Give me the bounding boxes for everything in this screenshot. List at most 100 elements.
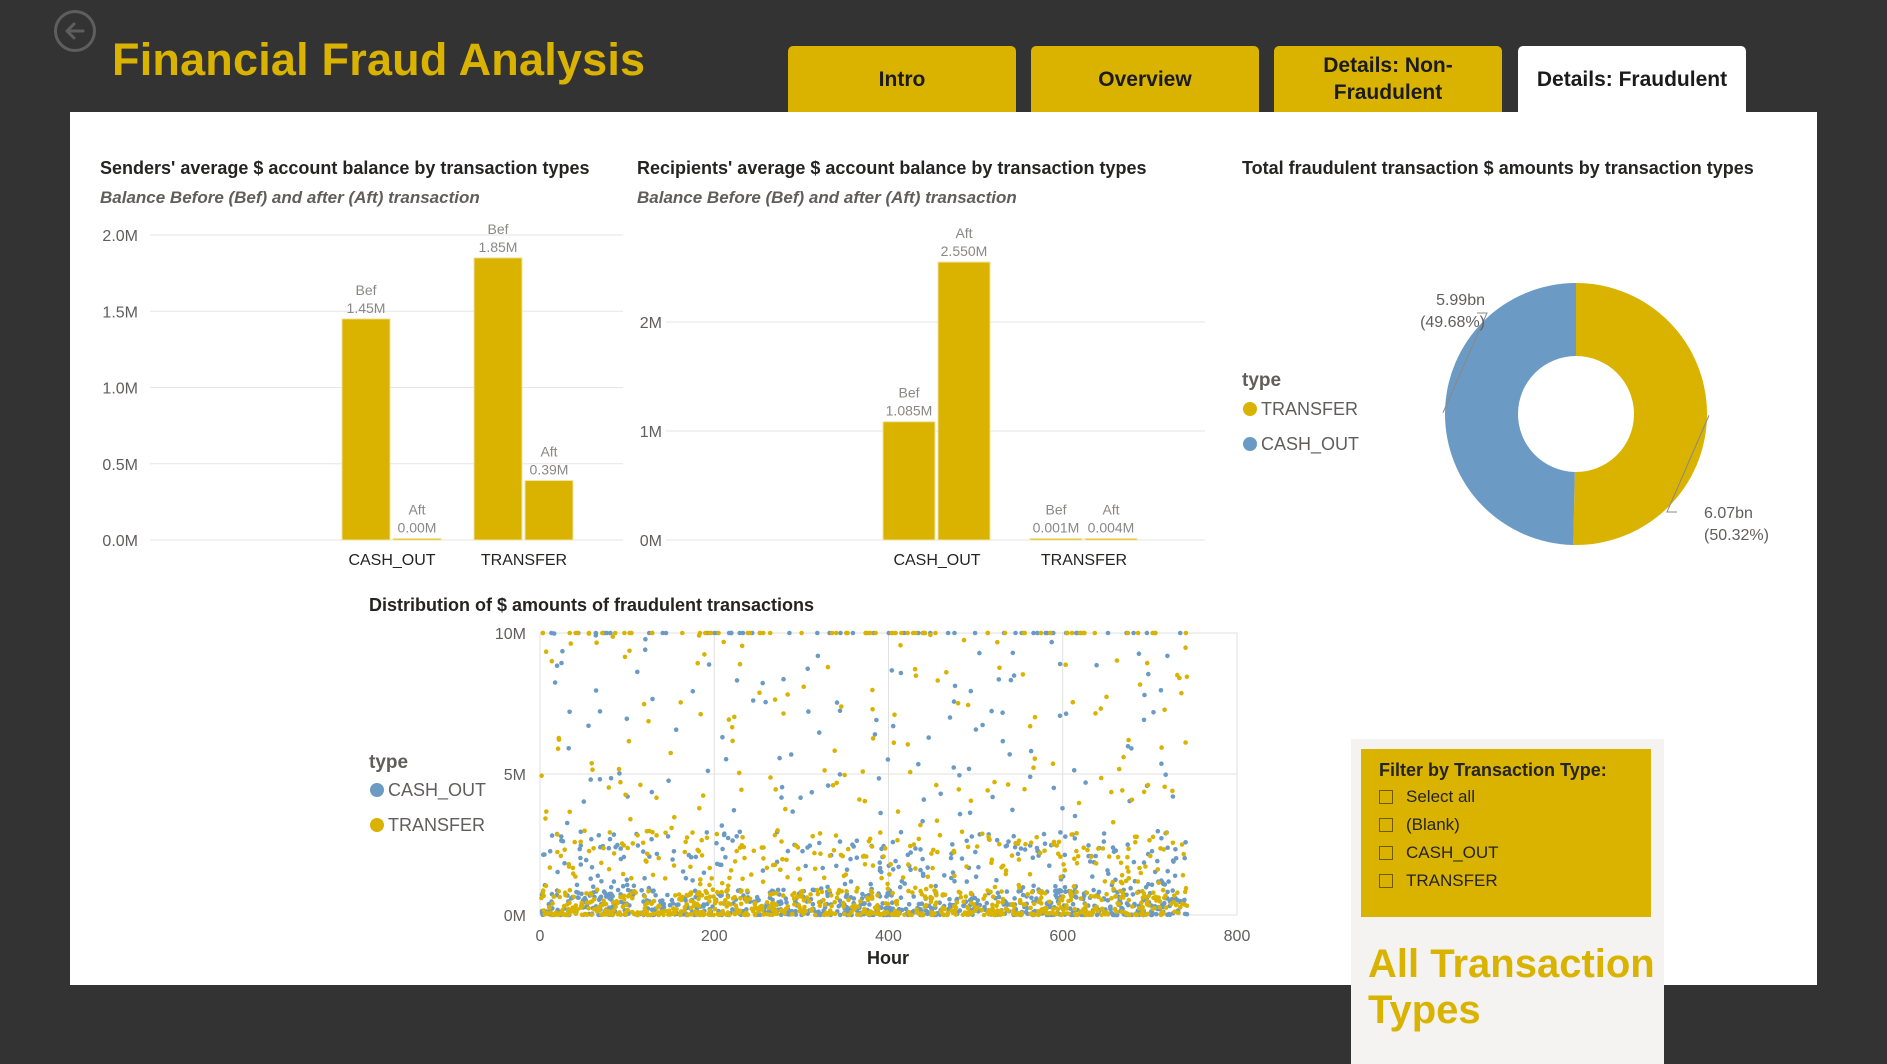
scatter-point [740,835,745,840]
checkbox-icon[interactable] [1379,790,1393,804]
slicer-option-blank[interactable]: (Blank) [1379,813,1460,837]
scatter-point [789,911,795,917]
legend-item-cash-out[interactable]: CASH_OUT [388,780,486,801]
scatter-point [848,879,854,884]
data-label: 2.550M [941,243,988,259]
recipients-balance-chart[interactable]: Recipients' average $ account balance by… [637,158,1205,569]
scatter-point [952,878,957,884]
scatter-point [739,787,744,793]
pie-slice[interactable] [1445,283,1576,545]
legend-item-cash-out[interactable]: CASH_OUT [1261,434,1359,455]
slicer-option-transfer[interactable]: TRANSFER [1379,869,1498,893]
tab-details-fraudulent[interactable]: Details: Fraudulent [1518,46,1746,112]
scatter-point [635,843,641,848]
scatter-point [975,905,981,910]
bar[interactable] [524,480,574,541]
bar[interactable] [1084,538,1138,541]
scatter-point [712,906,718,912]
scatter-point [774,911,780,917]
scatter-point [1096,889,1102,895]
scatter-point [1034,845,1040,851]
fraud-amount-donut-chart[interactable]: Total fraudulent transaction $ amounts b… [1242,158,1769,545]
scatter-point [779,908,785,913]
pie-slice[interactable] [1573,283,1707,545]
scatter-point [745,888,750,893]
scatter-point [1146,881,1151,887]
scatter-point [888,861,893,867]
scatter-point [1060,806,1065,811]
scatter-point [1130,892,1136,897]
scatter-point [695,847,700,853]
scatter-point [917,906,923,912]
slice-percent-label: (49.68%) [1420,314,1485,331]
scatter-point [964,879,970,884]
scatter-point [893,858,898,864]
scatter-point [624,882,630,888]
scatter-point [726,901,731,906]
checkbox-icon[interactable] [1379,818,1393,832]
scatter-point [796,866,801,871]
scatter-point [920,630,925,636]
scatter-point [900,875,906,880]
scatter-point [707,899,712,904]
scatter-point [1034,834,1039,840]
legend-item-transfer[interactable]: TRANSFER [1261,399,1358,419]
bar[interactable] [937,261,991,541]
scatter-point [645,851,650,857]
scatter-point [647,828,652,834]
scatter-point [567,709,572,715]
scatter-point [654,851,660,857]
scatter-point [606,785,612,790]
legend-item-transfer[interactable]: TRANSFER [388,815,485,835]
scatter-point [862,798,868,804]
bar[interactable] [341,318,391,541]
checkbox-icon[interactable] [1379,874,1393,888]
scatter-point [1088,854,1094,859]
tab-details-non-fraudulent[interactable]: Details: Non-Fraudulent [1274,46,1502,112]
bar[interactable] [882,421,936,541]
scatter-point [950,910,956,916]
back-button[interactable] [54,10,96,52]
checkbox-icon[interactable] [1379,846,1393,860]
scatter-point [623,910,628,916]
scatter-point [933,889,938,894]
scatter-point [547,848,553,854]
scatter-point [596,904,601,910]
scatter-point [1021,630,1026,636]
fraud-distribution-scatter-chart[interactable]: Distribution of $ amounts of fraudulent … [369,595,1250,968]
scatter-point [607,905,612,910]
slicer-option-cash-out[interactable]: CASH_OUT [1379,841,1499,865]
tab-overview[interactable]: Overview [1031,46,1259,112]
scatter-point [665,892,670,898]
scatter-point [1170,794,1176,799]
bar[interactable] [1029,538,1083,541]
tab-intro[interactable]: Intro [788,46,1016,112]
scatter-point [872,732,878,737]
scatter-point [913,630,918,636]
scatter-point [908,867,913,873]
scatter-point [573,630,578,636]
bar[interactable] [473,257,523,541]
scatter-point [610,900,616,905]
scatter-point [653,893,658,898]
bar[interactable] [392,538,442,541]
scatter-point [785,692,790,697]
scatter-point [1035,630,1040,636]
scatter-point [809,790,815,795]
scatter-point [766,905,771,911]
scatter-point [737,910,742,915]
scatter-point [834,895,840,901]
slicer-option-select-all[interactable]: Select all [1379,785,1475,809]
scatter-point [1074,848,1079,854]
scatter-point [1136,906,1142,911]
scatter-point [1103,911,1108,917]
scatter-point [1127,912,1132,918]
scatter-point [1170,840,1176,846]
scatter-point [719,862,724,868]
scatter-point [869,890,875,896]
scatter-point [967,810,973,816]
senders-balance-chart[interactable]: Senders' average $ account balance by tr… [100,158,623,569]
scatter-point [728,630,734,636]
scatter-point [963,894,969,899]
scatter-point [604,894,609,899]
